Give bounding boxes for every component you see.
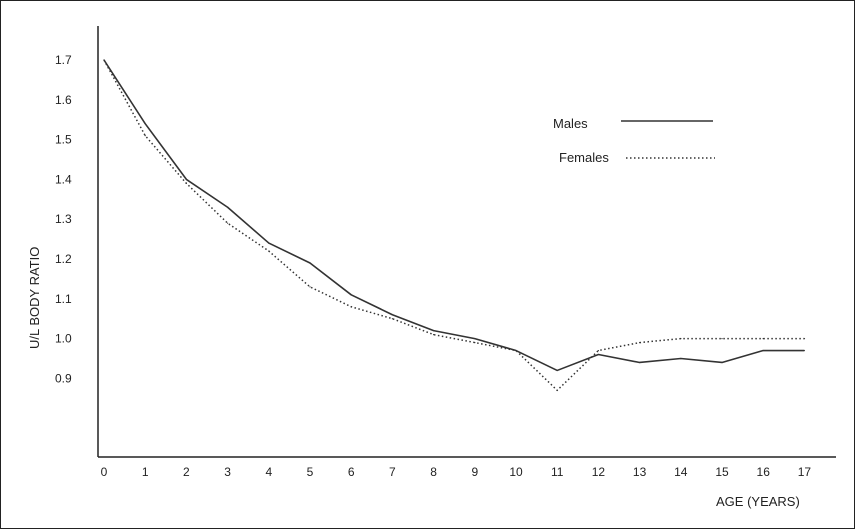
y-tick-label: 1.6	[55, 93, 72, 107]
y-axis-label: U/L BODY RATIO	[27, 247, 42, 349]
x-tick-label: 4	[265, 465, 272, 479]
data-point-males	[680, 357, 682, 360]
x-tick-label: 13	[633, 465, 647, 479]
data-point-females	[433, 334, 435, 336]
data-point-females	[515, 349, 517, 352]
data-point-females	[721, 338, 723, 340]
x-tick-label: 2	[183, 465, 190, 479]
x-tick-label: 15	[715, 465, 729, 479]
data-point-females	[556, 389, 558, 391]
data-point-males	[803, 349, 806, 352]
x-tick-label: 12	[592, 465, 606, 479]
data-point-females	[309, 286, 311, 288]
x-tick-label: 7	[389, 465, 396, 479]
x-axis-label: AGE (YEARS)	[716, 494, 800, 509]
data-point-males	[309, 262, 311, 264]
data-point-females	[803, 338, 806, 340]
x-tick-label: 3	[224, 465, 231, 479]
x-tick-label: 17	[798, 465, 812, 479]
legend-label-females: Females	[559, 150, 609, 165]
y-tick-label: 1.3	[55, 212, 72, 226]
data-point-females	[762, 338, 764, 340]
legend-label-males: Males	[553, 116, 588, 131]
x-tick-label: 6	[348, 465, 355, 479]
series-line-males	[103, 59, 805, 372]
data-point-females	[185, 182, 187, 184]
data-point-females	[680, 338, 682, 340]
y-tick-label: 1.0	[55, 332, 72, 346]
x-tick-label: 8	[430, 465, 437, 479]
data-point-males	[185, 178, 187, 180]
data-point-males	[350, 294, 352, 296]
data-point-females	[639, 341, 641, 344]
data-point-females	[391, 318, 393, 320]
x-tick-label: 9	[471, 465, 478, 479]
data-point-males	[597, 353, 600, 356]
data-point-females	[474, 341, 476, 344]
data-point-males	[268, 242, 270, 244]
x-tick-labels: 0 1 2 3 4 5 6 7 8 9 10 11 12 13 14 15 16 17	[101, 465, 812, 479]
data-point-males	[227, 206, 229, 208]
data-point-females	[227, 222, 229, 224]
x-tick-label: 1	[142, 465, 149, 479]
data-point-males	[474, 338, 476, 340]
data-point-females	[144, 135, 146, 137]
x-tick-label: 11	[551, 465, 564, 479]
data-point-females	[597, 349, 600, 352]
data-point-females	[268, 250, 270, 252]
y-tick-labels: 0.9 1.0 1.1 1.2 1.3 1.4 1.5 1.6 1.7	[55, 53, 72, 385]
y-tick-label: 1.4	[55, 172, 72, 186]
y-tick-label: 0.9	[55, 371, 72, 385]
data-point-males	[556, 369, 558, 372]
data-point-males	[433, 330, 435, 332]
x-tick-label: 14	[674, 465, 688, 479]
data-point-males	[639, 361, 641, 364]
data-point-males	[144, 123, 146, 125]
data-point-males	[721, 361, 723, 364]
series-lines	[103, 59, 806, 392]
x-tick-label: 10	[509, 465, 523, 479]
y-tick-label: 1.5	[55, 133, 72, 147]
y-tick-label: 1.7	[55, 53, 72, 67]
y-tick-label: 1.1	[55, 292, 72, 306]
x-tick-label: 16	[757, 465, 771, 479]
data-point-females	[350, 306, 352, 308]
x-tick-label: 0	[101, 465, 108, 479]
x-tick-label: 5	[307, 465, 314, 479]
legend: Males Females	[553, 116, 715, 165]
data-point-males	[391, 314, 393, 316]
y-tick-label: 1.2	[55, 252, 72, 266]
series-line-females	[103, 59, 805, 392]
data-point-females	[103, 59, 105, 61]
data-point-males	[762, 349, 764, 352]
